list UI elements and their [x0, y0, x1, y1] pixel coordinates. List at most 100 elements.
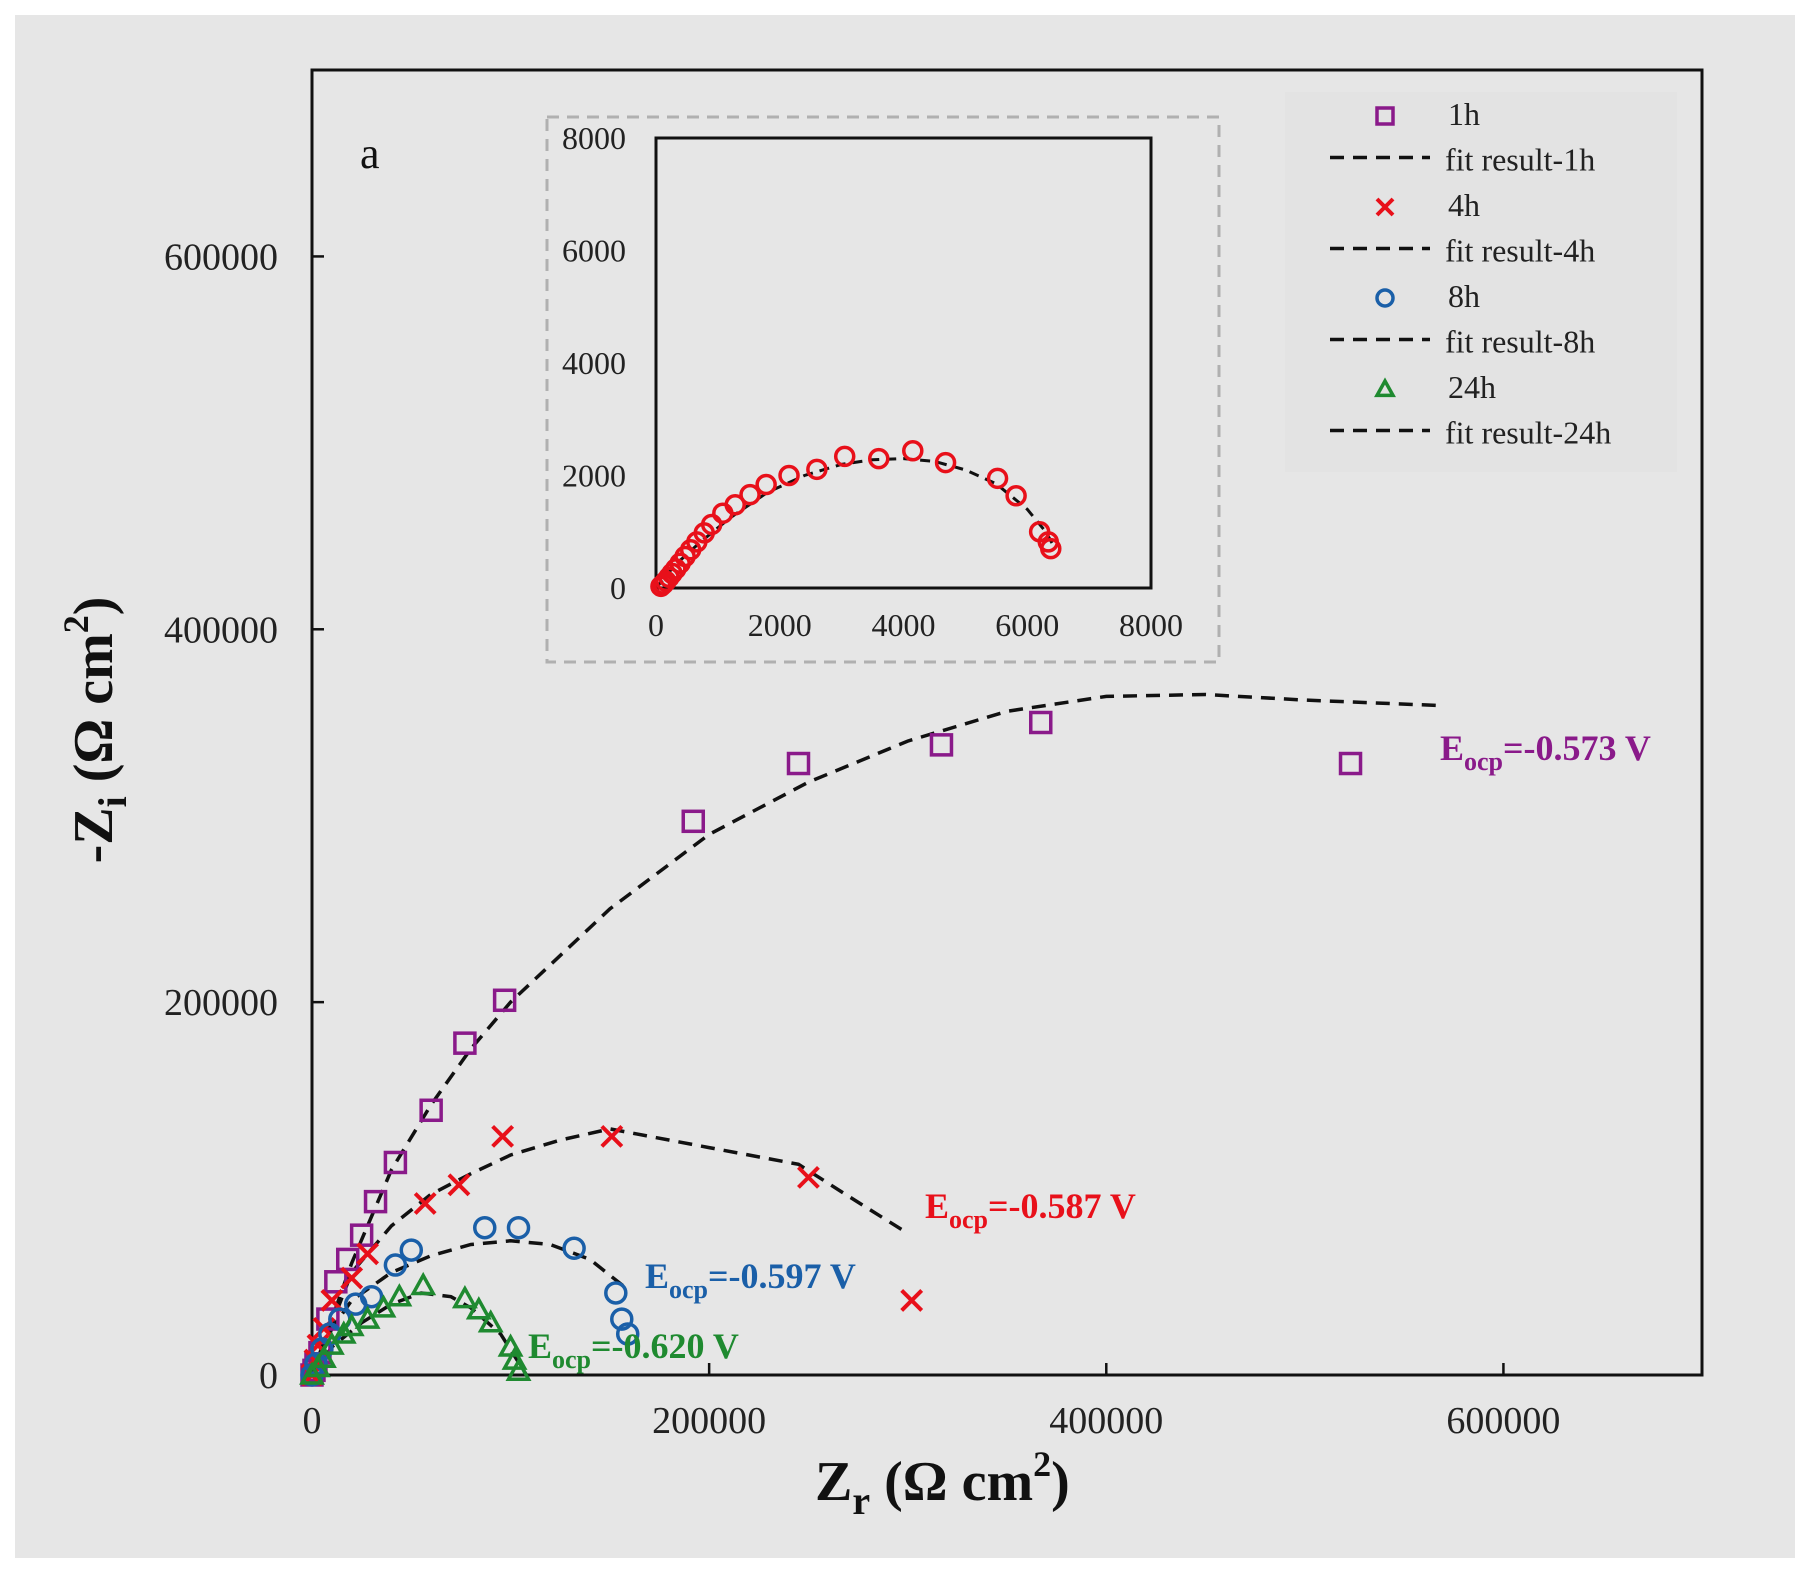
data-point-1h — [335, 1247, 360, 1272]
inset-data — [650, 440, 1062, 598]
main-plot-frame — [310, 68, 1704, 1377]
data-point-8h — [473, 1215, 497, 1240]
data-point-1h — [383, 1150, 408, 1175]
x-title-close: ) — [1051, 1451, 1070, 1513]
annotation-value: =-0.620 V — [591, 1326, 739, 1366]
y-tick-label: 600000 — [164, 236, 278, 278]
legend-marker-24h — [1374, 377, 1396, 398]
data-point-1h — [1338, 751, 1363, 776]
legend-entry-4h: 4h — [1375, 187, 1480, 223]
legend-label: fit result-8h — [1445, 324, 1595, 360]
data-point-1h — [681, 809, 706, 834]
annotation-ocp-1h: Eocp=-0.573 V — [1440, 728, 1651, 776]
annotation-e: E — [1440, 728, 1464, 768]
legend-marker-1h — [1375, 106, 1395, 126]
data-point-4h — [320, 1289, 344, 1312]
data-point-24h — [410, 1271, 437, 1296]
legend: 1h fit result-1h 4h fit result-4h 8h fit resu… — [1330, 96, 1611, 451]
data-point-24h — [386, 1283, 413, 1307]
panel-label: a — [360, 129, 380, 178]
y-title-main: -Z — [63, 807, 125, 863]
legend-entry-fit-result-4h: fit result-4h — [1330, 233, 1595, 269]
inset-data-point — [806, 458, 828, 481]
legend-marker-8h — [1375, 288, 1395, 308]
inset-data-point — [724, 494, 746, 516]
x-title-rest: (Ω cm — [870, 1451, 1033, 1513]
annotation-value: =-0.597 V — [708, 1256, 856, 1296]
data-point-4h — [340, 1266, 364, 1290]
data-point-4h — [491, 1124, 515, 1148]
inset-y-tick-label: 8000 — [562, 120, 626, 156]
fit-line-fit-result-8h — [310, 1239, 631, 1376]
annotation-value: =-0.573 V — [1503, 728, 1651, 768]
legend-entry-1h: 1h — [1375, 96, 1480, 132]
x-tick-label: 0 — [303, 1400, 322, 1442]
inset-y-tick-label: 0 — [610, 570, 626, 606]
annotation-value: =-0.587 V — [988, 1186, 1136, 1226]
y-title-sup: 2 — [56, 615, 96, 633]
inset-x-tick-label: 8000 — [1119, 607, 1183, 643]
legend-label: 8h — [1448, 278, 1480, 314]
data-point-1h — [492, 988, 517, 1013]
data-point-4h — [600, 1124, 624, 1148]
data-point-24h — [310, 1344, 337, 1368]
legend-entry-24h: 24h — [1374, 369, 1496, 405]
inset-data-point — [755, 473, 777, 496]
data-point-8h — [506, 1215, 531, 1240]
legend-entry-fit-result-8h: fit result-8h — [1330, 324, 1595, 360]
legend-label: fit result-1h — [1445, 142, 1595, 178]
x-tick-label: 400000 — [1049, 1400, 1163, 1442]
data-point-8h — [399, 1238, 424, 1262]
inset-y-tick-label: 2000 — [562, 458, 626, 494]
inset-y-tick-label: 6000 — [562, 233, 626, 269]
inset-data-point — [1005, 485, 1027, 507]
y-tick-label: 400000 — [164, 609, 278, 651]
inset-data-point — [868, 447, 890, 470]
inset-x-tick-label: 6000 — [995, 607, 1059, 643]
legend-label: fit result-24h — [1445, 415, 1611, 451]
legend-marker-4h — [1375, 197, 1395, 217]
y-title-sub: i — [90, 796, 135, 807]
annotation-sub: ocp — [552, 1345, 591, 1374]
data-point-24h — [451, 1284, 478, 1309]
x-title-sup: 2 — [1033, 1444, 1051, 1484]
annotation-e: E — [925, 1186, 949, 1226]
x-tick-label: 600000 — [1446, 1400, 1560, 1442]
data-point-24h — [465, 1296, 492, 1320]
data-point-8h — [359, 1284, 384, 1309]
data-point-1h — [786, 751, 811, 776]
data-point-1h — [363, 1189, 388, 1214]
annotation-ocp-24h: Eocp=-0.620 V — [528, 1326, 739, 1374]
data-point-24h — [354, 1305, 381, 1329]
inset-data-point — [833, 445, 856, 468]
inset-x-tick-label: 0 — [648, 607, 664, 643]
data-point-4h — [900, 1289, 924, 1312]
y-title-close: ) — [63, 597, 125, 616]
y-axis-title: -Zi (Ω cm2) — [56, 597, 135, 864]
legend-entry-8h: 8h — [1375, 278, 1480, 314]
fit-line-fit-result-1h — [310, 692, 1444, 1376]
annotation-sub: ocp — [1464, 747, 1503, 776]
inset-data-point — [1040, 537, 1062, 560]
data-point-8h — [610, 1307, 634, 1331]
inset-data-point — [986, 467, 1009, 490]
data-point-1h — [1029, 710, 1053, 735]
inset-axis-ticks: 0 2000 4000 6000 8000 0 2000 4000 6000 8000 — [562, 120, 1183, 643]
data-point-1h — [316, 1307, 340, 1331]
data-point-24h — [477, 1309, 504, 1333]
data-point-4h — [413, 1192, 437, 1215]
annotation-ocp-8h: Eocp=-0.597 V — [645, 1256, 856, 1304]
data-point-24h — [318, 1331, 345, 1355]
annotation-e: E — [528, 1326, 552, 1366]
y-title-rest: (Ω cm — [63, 633, 125, 796]
annotation-ocp-4h: Eocp=-0.587 V — [925, 1186, 1136, 1234]
inset-data-point — [700, 513, 723, 536]
series-24h — [299, 1271, 532, 1385]
x-title-main: Z — [815, 1451, 852, 1513]
data-point-4h — [447, 1173, 471, 1197]
inset-x-tick-label: 2000 — [748, 607, 812, 643]
legend-label: 1h — [1448, 96, 1480, 132]
legend-entry-fit-result-1h: fit result-1h — [1330, 142, 1595, 178]
data-point-8h — [562, 1236, 586, 1260]
